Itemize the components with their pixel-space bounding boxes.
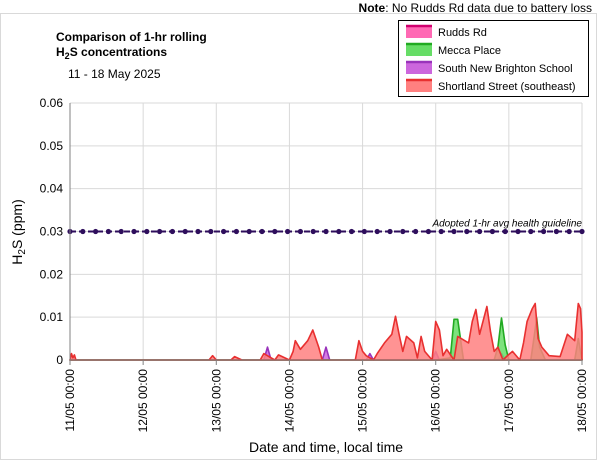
y-tick-label: 0 xyxy=(56,353,63,367)
guideline-marker xyxy=(93,228,99,235)
legend-swatch-south-new-brighton-school xyxy=(406,61,432,74)
guideline-marker xyxy=(336,228,342,235)
x-tick-label: 16/05 00:00 xyxy=(429,369,443,433)
legend-label-south-new-brighton-school: South New Brighton School xyxy=(438,63,573,75)
note: Note: No Rudds Rd data due to battery lo… xyxy=(359,1,592,15)
series-area-shortland-street-southeast xyxy=(69,302,583,361)
guideline-marker xyxy=(425,228,431,235)
guideline-marker xyxy=(464,228,470,235)
legend-label-rudds-rd: Rudds Rd xyxy=(438,27,487,39)
guideline-marker xyxy=(131,228,137,235)
y-tick-label: 0.05 xyxy=(40,139,64,153)
guideline-marker xyxy=(579,228,585,235)
axes: 0 0.01 0.02 0.03 0.04 0.05 0.06 11/05 00:00 12/0… xyxy=(40,96,589,432)
guideline-marker xyxy=(272,228,278,235)
data-areas xyxy=(69,302,583,361)
guideline-marker xyxy=(387,228,393,235)
guideline-marker xyxy=(361,228,367,235)
y-axis-label: H2S (ppm) xyxy=(9,199,28,264)
guideline-marker xyxy=(374,228,380,235)
guideline-marker xyxy=(310,228,316,235)
x-tick-label: 11/05 00:00 xyxy=(63,369,77,432)
guideline-marker xyxy=(566,228,572,235)
legend-swatch-shortland-street-southeast xyxy=(406,79,432,92)
guideline-marker xyxy=(182,228,188,235)
guideline-label: Adopted 1-hr avg health guideline xyxy=(431,219,582,230)
y-tick-label: 0.04 xyxy=(40,182,64,196)
chart-title-line1: Comparison of 1-hr rolling xyxy=(56,30,207,44)
guideline-marker xyxy=(118,228,124,235)
guideline-marker xyxy=(259,228,265,235)
y-tick-label: 0.01 xyxy=(40,310,64,324)
x-axis-label: Date and time, local time xyxy=(249,439,403,455)
x-tick-label: 14/05 00:00 xyxy=(282,369,296,433)
x-tick-label: 17/05 00:00 xyxy=(502,369,516,433)
x-tick-label: 18/05 00:00 xyxy=(575,369,589,433)
guideline-marker xyxy=(349,228,355,235)
guideline-marker xyxy=(502,228,508,235)
guideline-marker xyxy=(489,228,495,235)
legend-swatch-rudds-rd xyxy=(406,25,432,38)
legend-label-mecca-place: Mecca Place xyxy=(438,45,501,57)
guideline-marker xyxy=(528,228,534,235)
legend-label-shortland-street-southeast: Shortland Street (southeast) xyxy=(438,81,576,93)
note-text: : No Rudds Rd data due to battery loss xyxy=(385,1,592,15)
x-tick-label: 15/05 00:00 xyxy=(356,369,370,433)
guideline-marker xyxy=(400,228,406,235)
guideline-marker xyxy=(246,228,252,235)
guideline: Adopted 1-hr avg health guideline xyxy=(67,219,585,235)
guideline-marker xyxy=(80,228,86,235)
guideline-marker xyxy=(323,228,329,235)
guideline-marker xyxy=(541,228,547,235)
x-tick-label: 12/05 00:00 xyxy=(136,369,150,433)
y-tick-label: 0.06 xyxy=(40,96,64,110)
guideline-marker xyxy=(233,228,239,235)
guideline-marker xyxy=(477,228,483,235)
y-tick-label: 0.03 xyxy=(40,225,64,239)
guideline-marker xyxy=(553,228,560,235)
guideline-marker xyxy=(208,228,214,235)
legend: Rudds Rd Mecca Place South New Brighton Sc… xyxy=(398,20,589,97)
legend-swatch-mecca-place xyxy=(406,43,432,56)
guideline-marker xyxy=(195,228,201,235)
guideline-marker xyxy=(169,228,175,235)
guideline-marker xyxy=(221,228,227,235)
guideline-marker xyxy=(157,228,163,235)
guideline-marker xyxy=(438,228,444,235)
guideline-marker xyxy=(413,228,419,235)
guideline-marker xyxy=(285,228,291,235)
y-tick-label: 0.02 xyxy=(40,267,64,281)
x-tick-label: 13/05 00:00 xyxy=(209,369,223,433)
guideline-marker xyxy=(297,228,303,235)
guideline-marker xyxy=(515,228,521,235)
guideline-marker xyxy=(144,228,150,235)
note-label: Note xyxy=(358,1,386,15)
chart-subtitle: 11 - 18 May 2025 xyxy=(68,67,161,81)
guideline-marker xyxy=(105,228,111,235)
chart-title-line2: H2S concentrations xyxy=(56,45,167,61)
guideline-marker xyxy=(451,228,457,235)
